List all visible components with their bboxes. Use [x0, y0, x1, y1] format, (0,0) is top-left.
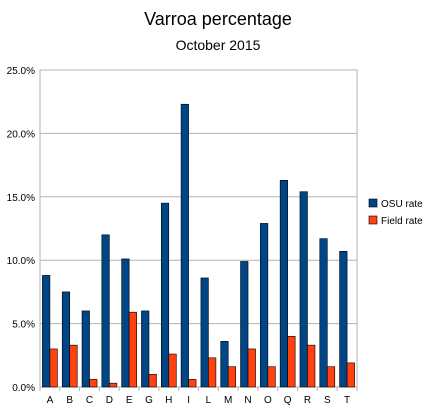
bar-osu-rate	[339, 251, 348, 388]
bar-osu-rate	[121, 258, 130, 388]
x-tick-label: D	[106, 395, 113, 406]
bar-osu-rate	[319, 238, 328, 388]
y-tick-label: 25.0%	[7, 66, 35, 77]
y-tick-label: 15.0%	[7, 193, 35, 204]
bar-osu-rate	[220, 341, 229, 388]
bar-field-rate	[346, 362, 355, 388]
bar-osu-rate	[240, 261, 249, 388]
bar-osu-rate	[61, 291, 71, 388]
x-tick-label: O	[264, 395, 272, 406]
bar-field-rate	[49, 348, 58, 388]
legend-swatch	[368, 215, 378, 225]
bar-osu-rate	[260, 223, 269, 388]
x-tick-label: Q	[284, 395, 292, 406]
legend-swatch	[368, 198, 378, 208]
x-tick-label: B	[66, 395, 73, 406]
bar-field-rate	[128, 311, 137, 388]
bar-field-rate	[69, 344, 78, 388]
bar-osu-rate	[279, 180, 288, 388]
y-tick-label: 10.0%	[7, 256, 35, 267]
x-tick-label: R	[304, 395, 311, 406]
bar-osu-rate	[101, 234, 110, 388]
chart-title: Varroa percentage	[144, 9, 292, 29]
x-tick-label: I	[187, 395, 190, 406]
bar-field-rate	[287, 335, 296, 388]
bar-osu-rate	[180, 103, 189, 388]
bar-field-rate	[208, 357, 217, 388]
bar-osu-rate	[141, 310, 150, 388]
bar-osu-rate	[42, 275, 51, 388]
legend-label: Field rate	[381, 216, 423, 227]
x-tick-label: S	[324, 395, 331, 406]
bar-field-rate	[247, 348, 256, 388]
bar-field-rate	[326, 366, 336, 388]
x-tick-label: H	[165, 395, 172, 406]
bar-field-rate	[227, 366, 237, 388]
y-tick-label: 5.0%	[12, 320, 35, 331]
bar-field-rate	[89, 379, 98, 388]
bar-osu-rate	[81, 310, 90, 388]
x-tick-label: T	[344, 395, 350, 406]
y-tick-label: 0.0%	[12, 383, 35, 394]
bar-field-rate	[109, 382, 118, 388]
bar-field-rate	[168, 353, 177, 388]
bar-field-rate	[188, 379, 197, 388]
bar-osu-rate	[299, 191, 308, 388]
x-tick-label: G	[145, 395, 153, 406]
y-tick-label: 20.0%	[7, 129, 35, 140]
x-tick-label: N	[244, 395, 251, 406]
bar-field-rate	[267, 366, 276, 388]
bar-osu-rate	[160, 202, 170, 388]
chart-subtitle: October 2015	[175, 37, 261, 53]
x-tick-label: M	[224, 395, 232, 406]
x-tick-label: C	[86, 395, 93, 406]
bar-field-rate	[148, 374, 157, 388]
x-tick-label: L	[206, 395, 212, 406]
x-tick-label: A	[47, 395, 54, 406]
x-tick-label: E	[126, 395, 133, 406]
legend-label: OSU rate	[381, 199, 423, 210]
bar-field-rate	[307, 344, 316, 388]
bar-osu-rate	[200, 277, 209, 388]
